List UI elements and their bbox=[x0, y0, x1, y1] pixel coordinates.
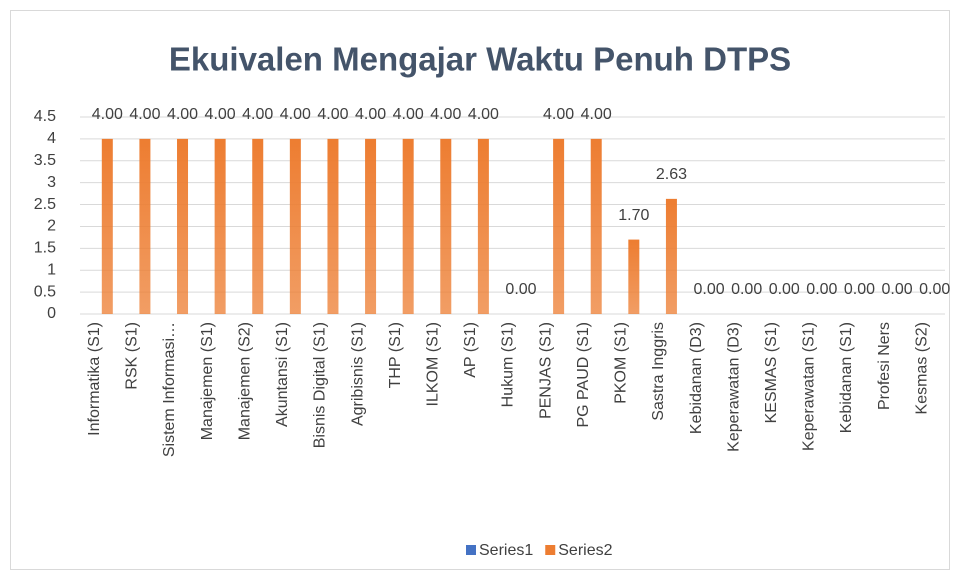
data-label: 0.00 bbox=[844, 281, 875, 298]
x-tick-label: Sastra Inggris bbox=[650, 322, 667, 421]
legend-swatch bbox=[545, 545, 556, 555]
data-label: 4.00 bbox=[167, 106, 198, 123]
data-label: 2.63 bbox=[656, 166, 687, 183]
x-tick-label: Manajemen (S2) bbox=[236, 322, 253, 440]
data-label: 4.00 bbox=[355, 106, 386, 123]
bar bbox=[440, 138, 452, 314]
data-label: 0.00 bbox=[731, 281, 762, 298]
x-tick-label: KESMAS (S1) bbox=[763, 322, 780, 423]
bar bbox=[365, 138, 377, 314]
bar bbox=[177, 138, 189, 314]
legend-swatch bbox=[466, 545, 476, 555]
x-tick-label: Agribisnis (S1) bbox=[349, 322, 366, 426]
bar bbox=[402, 138, 414, 314]
bar bbox=[628, 239, 640, 314]
y-tick-label: 3.5 bbox=[34, 152, 56, 169]
chart-title: Ekuivalen Mengajar Waktu Penuh DTPS bbox=[169, 41, 791, 78]
y-tick-label: 2 bbox=[47, 218, 56, 235]
data-label: 0.00 bbox=[693, 281, 724, 298]
x-tick-label: Manajemen (S1) bbox=[199, 322, 216, 440]
x-tick-label: Kebidanan (D3) bbox=[688, 322, 705, 434]
x-tick-label: Profesi Ners bbox=[876, 322, 893, 410]
data-label: 4.00 bbox=[280, 106, 311, 123]
legend-label: Series1 bbox=[479, 542, 533, 559]
bar bbox=[139, 138, 151, 314]
legend-label: Series2 bbox=[558, 542, 612, 559]
data-label: 4.00 bbox=[205, 106, 236, 123]
data-label: 4.00 bbox=[242, 106, 273, 123]
data-label: 1.70 bbox=[618, 207, 649, 224]
data-label: 0.00 bbox=[505, 281, 536, 298]
x-tick-label: Kebidanan (S1) bbox=[838, 322, 855, 433]
y-tick-label: 0.5 bbox=[34, 283, 56, 300]
y-tick-label: 1.5 bbox=[34, 240, 56, 257]
data-label: 4.00 bbox=[430, 106, 461, 123]
x-tick-label: PKOM (S1) bbox=[613, 322, 630, 404]
data-label: 4.00 bbox=[543, 106, 574, 123]
y-tick-label: 0 bbox=[47, 305, 56, 322]
bar bbox=[477, 138, 489, 314]
bar bbox=[252, 138, 264, 314]
bar bbox=[327, 138, 339, 314]
data-label: 4.00 bbox=[468, 106, 499, 123]
data-label: 0.00 bbox=[769, 281, 800, 298]
data-label: 0.00 bbox=[882, 281, 913, 298]
bar bbox=[590, 138, 602, 314]
x-tick-label: Keperawatan (D3) bbox=[725, 322, 742, 452]
bar bbox=[553, 138, 565, 314]
x-tick-label: PENJAS (S1) bbox=[537, 322, 554, 419]
data-label: 4.00 bbox=[581, 106, 612, 123]
x-tick-label: Sistem Informasi… bbox=[161, 322, 178, 457]
data-label: 4.00 bbox=[393, 106, 424, 123]
y-tick-label: 4 bbox=[47, 130, 56, 147]
data-label: 4.00 bbox=[317, 106, 348, 123]
x-tick-label: Akuntansi (S1) bbox=[274, 322, 291, 427]
x-tick-label: Keperawatan (S1) bbox=[801, 322, 818, 451]
y-tick-label: 2.5 bbox=[34, 196, 56, 213]
x-tick-label: ILKOM (S1) bbox=[425, 322, 442, 406]
x-tick-label: RSK (S1) bbox=[124, 322, 141, 390]
y-tick-label: 4.5 bbox=[34, 108, 56, 125]
x-tick-label: Kesmas (S2) bbox=[913, 322, 930, 414]
bar bbox=[101, 138, 113, 314]
data-label: 4.00 bbox=[92, 106, 123, 123]
bar bbox=[665, 198, 677, 314]
data-label: 0.00 bbox=[806, 281, 837, 298]
data-label: 0.00 bbox=[919, 281, 950, 298]
data-label: 4.00 bbox=[129, 106, 160, 123]
x-tick-label: THP (S1) bbox=[387, 322, 404, 388]
y-tick-label: 3 bbox=[47, 174, 56, 191]
x-tick-label: Hukum (S1) bbox=[500, 322, 517, 407]
y-tick-label: 1 bbox=[47, 261, 56, 278]
bar bbox=[289, 138, 301, 314]
x-tick-label: PG PAUD (S1) bbox=[575, 322, 592, 428]
bar bbox=[214, 138, 226, 314]
x-tick-label: Informatika (S1) bbox=[86, 322, 103, 436]
x-tick-label: Bisnis Digital (S1) bbox=[312, 322, 329, 448]
x-tick-label: AP (S1) bbox=[462, 322, 479, 378]
